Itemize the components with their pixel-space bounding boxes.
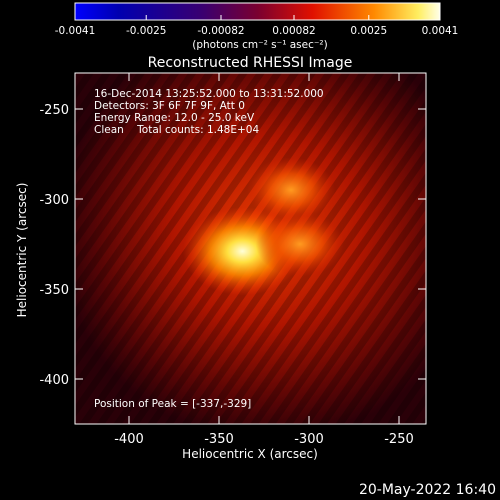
y-tick-label: -300 [39,193,69,208]
chart-title: Reconstructed RHESSI Image [148,55,353,71]
y-tick-label: -400 [39,373,69,388]
y-axis-label: Heliocentric Y (arcsec) [15,183,29,318]
y-tick-label: -350 [39,283,69,298]
colorbar-tick-label: -0.0025 [126,25,167,37]
image-area [75,73,426,424]
colorbar [74,2,441,21]
annotation-time: 16-Dec-2014 13:25:52.000 to 13:31:52.000 [94,88,324,100]
annotation-detectors: Detectors: 3F 6F 7F 9F, Att 0 [94,100,245,112]
emission-source [246,157,336,223]
plot-frame [74,72,427,425]
colorbar-tick-label: -0.00082 [197,25,244,37]
x-axis: -400 -350 -300 -250 [114,73,414,447]
x-tick-label: -250 [384,432,414,447]
footer-date: 20-May-2022 16:40 [359,482,496,498]
annotation-clean: Clean Total counts: 1.48E+04 [94,124,259,136]
colorbar-tick-label: 0.0025 [350,25,387,37]
colorbar-ticks: -0.0041 -0.0025 -0.00082 0.00082 0.0025 0.004… [55,15,459,37]
x-tick-label: -350 [204,432,234,447]
annotation-energy: Energy Range: 12.0 - 25.0 keV [94,112,255,124]
colorbar-tick-label: -0.0041 [55,25,96,37]
colorbar-tick-label: 0.0041 [422,25,459,37]
x-tick-label: -400 [114,432,144,447]
emission-source [255,211,345,277]
colorbar-label: (photons cm⁻² s⁻¹ asec⁻²) [192,39,327,51]
colorbar-tick-label: 0.00082 [272,25,315,37]
y-tick-label: -250 [39,103,69,118]
y-axis: -250 -300 -350 -400 [39,103,426,388]
x-axis-label: Heliocentric X (arcsec) [182,447,318,461]
annotation-peak: Position of Peak = [-337,-329] [94,398,251,410]
x-tick-label: -300 [294,432,324,447]
